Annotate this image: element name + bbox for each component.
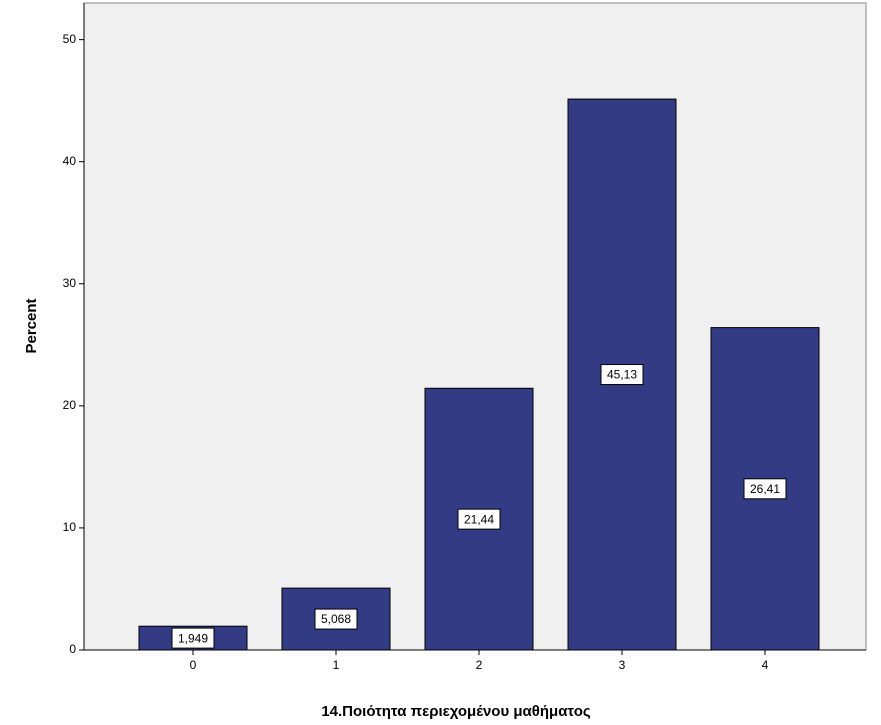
y-tick-label: 10 [63,520,77,534]
x-tick-label: 4 [762,658,769,672]
value-label-box [314,608,358,630]
x-tick-label: 1 [333,658,340,672]
value-label-box [171,627,215,649]
x-tick-label: 3 [619,658,626,672]
y-tick-label: 20 [63,398,77,412]
y-tick-label: 30 [63,276,77,290]
value-label: 45,13 [607,368,637,382]
x-axis-title: 14.Ποιότητα περιεχομένου μαθήματος [321,703,591,720]
value-label: 26,41 [750,482,780,496]
value-label-box [457,508,501,530]
value-label: 1,949 [178,631,208,645]
y-tick-label: 0 [69,642,76,656]
value-label-box [743,478,787,500]
y-tick-label: 50 [63,32,77,46]
value-label: 5,068 [321,612,351,626]
y-axis-title: Percent [23,298,40,353]
y-tick-label: 40 [63,154,77,168]
x-tick-label: 2 [476,658,483,672]
x-tick-label: 0 [190,658,197,672]
value-label-box [600,364,644,386]
value-label: 21,44 [464,512,494,526]
